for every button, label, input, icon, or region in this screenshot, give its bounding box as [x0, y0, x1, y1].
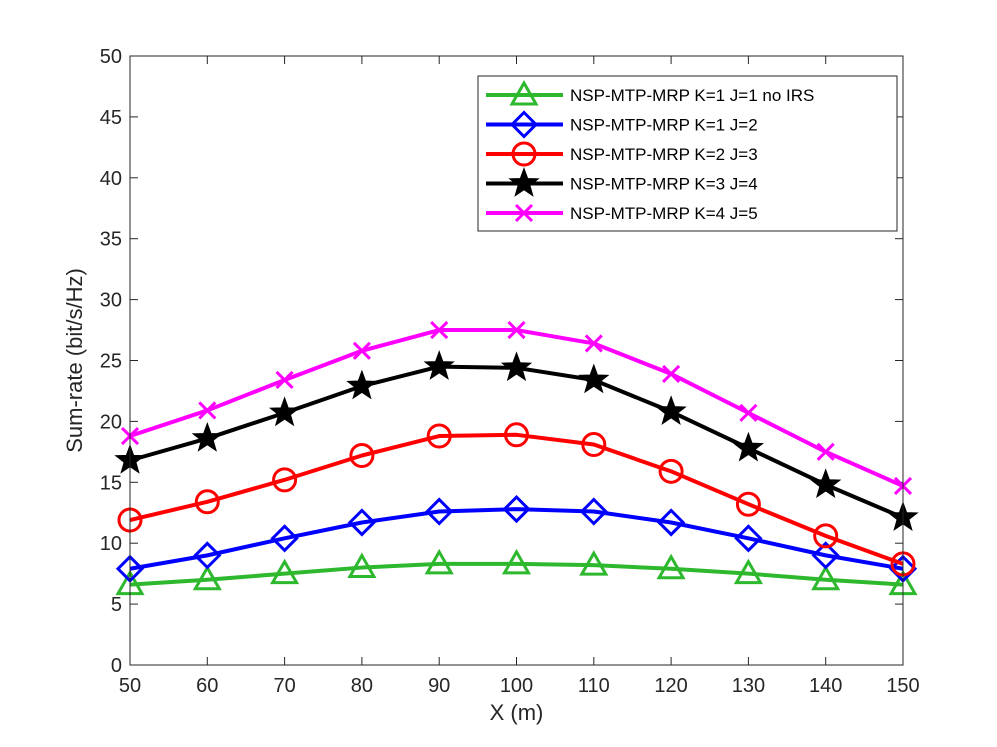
legend-marker — [509, 79, 539, 106]
legend-entry: NSP-MTP-MRP K=1 J=1 no IRS — [486, 79, 814, 106]
series-line — [129, 364, 904, 520]
data-point — [192, 564, 222, 591]
x-tick-label: 80 — [351, 675, 373, 697]
series-3 — [117, 422, 916, 577]
data-point — [504, 422, 529, 448]
data-point — [346, 369, 378, 400]
legend-entry: NSP-MTP-MRP K=3 J=4 — [486, 167, 758, 197]
x-tick-label: 130 — [732, 675, 765, 697]
data-point — [656, 553, 686, 580]
y-tick-label: 30 — [100, 290, 122, 312]
series-2 — [115, 494, 918, 583]
x-tick-label: 110 — [578, 675, 610, 697]
data-point — [655, 395, 687, 425]
axis-ticks: 50 60 70 80 90 100 110 120 130 140 150 0 5 10 15 20 25 30… — [100, 46, 920, 697]
data-point — [507, 320, 526, 340]
data-point — [423, 350, 455, 380]
data-point — [578, 363, 610, 394]
y-tick-label: 25 — [100, 351, 122, 373]
y-tick-label: 50 — [100, 46, 122, 68]
data-point — [430, 320, 449, 340]
y-tick-label: 10 — [100, 533, 122, 555]
axes-box — [129, 55, 904, 666]
legend-label: NSP-MTP-MRP K=4 J=5 — [570, 204, 758, 223]
data-point — [425, 497, 454, 526]
series-5 — [120, 320, 913, 496]
y-tick-label: 45 — [100, 107, 122, 129]
data-point — [810, 468, 842, 499]
series-line — [129, 507, 904, 571]
x-tick-label: 50 — [119, 675, 141, 697]
legend-entry: NSP-MTP-MRP K=1 J=2 — [486, 110, 758, 139]
data-point — [662, 364, 681, 383]
legend-label: NSP-MTP-MRP K=3 J=4 — [570, 175, 758, 194]
data-point — [198, 401, 217, 420]
series-line — [129, 432, 904, 566]
data-point — [811, 541, 840, 570]
legend-label: NSP-MTP-MRP K=1 J=2 — [570, 116, 758, 135]
y-tick-label: 0 — [111, 655, 122, 677]
legend-entry: NSP-MTP-MRP K=4 J=5 — [486, 203, 758, 223]
legend-marker — [509, 110, 539, 139]
data-point — [347, 552, 377, 579]
y-tick-label: 15 — [100, 472, 122, 494]
legend-marker — [511, 141, 537, 167]
data-point — [581, 432, 607, 458]
data-point — [579, 550, 609, 576]
data-point — [191, 421, 223, 452]
series-1 — [115, 548, 918, 596]
y-tick-label: 20 — [100, 411, 122, 433]
x-tick-label: 90 — [428, 675, 450, 697]
series-line — [129, 561, 904, 587]
legend: NSP-MTP-MRP K=1 J=1 no IRS NSP-MTP-MRP K=… — [477, 75, 898, 232]
data-point — [194, 489, 220, 515]
data-point — [813, 523, 839, 549]
x-tick-label: 140 — [809, 675, 842, 697]
y-axis-label: Sum-rate (bit/s/Hz) — [62, 268, 87, 453]
data-point — [811, 564, 841, 591]
data-point — [502, 494, 531, 524]
x-tick-label: 70 — [273, 675, 295, 697]
data-point — [349, 443, 375, 469]
data-point — [656, 508, 686, 537]
data-point — [501, 548, 532, 575]
data-point — [268, 396, 301, 427]
y-tick-label: 5 — [111, 594, 122, 616]
data-point — [193, 541, 222, 570]
data-point — [424, 548, 454, 575]
data-point — [347, 508, 377, 537]
data-point — [272, 467, 298, 493]
legend-entry: NSP-MTP-MRP K=2 J=3 — [486, 141, 758, 167]
series-4 — [114, 350, 919, 531]
data-point — [735, 491, 761, 517]
legend-marker — [514, 203, 534, 223]
data-point — [275, 370, 294, 390]
data-point — [732, 431, 765, 462]
y-tick-label: 40 — [100, 168, 122, 190]
data-point — [270, 524, 299, 553]
data-point — [734, 524, 763, 553]
data-point — [816, 442, 835, 461]
data-point — [270, 558, 300, 585]
data-point — [579, 497, 608, 526]
y-tick-label: 35 — [100, 229, 122, 251]
legend-marker — [508, 167, 540, 197]
data-point — [500, 351, 533, 382]
data-point — [584, 334, 603, 353]
x-tick-label: 100 — [500, 675, 533, 697]
data-point — [739, 403, 758, 422]
data-point — [658, 458, 684, 484]
data-point — [733, 558, 763, 585]
x-tick-label: 120 — [654, 675, 687, 697]
data-point — [426, 423, 452, 449]
plot-series — [114, 320, 919, 596]
x-axis-label: X (m) — [490, 700, 544, 725]
legend-label: NSP-MTP-MRP K=1 J=1 no IRS — [570, 86, 814, 105]
legend-label: NSP-MTP-MRP K=2 J=3 — [570, 145, 758, 164]
data-point — [352, 341, 371, 360]
x-tick-label: 60 — [196, 675, 218, 697]
x-tick-label: 150 — [886, 675, 919, 697]
